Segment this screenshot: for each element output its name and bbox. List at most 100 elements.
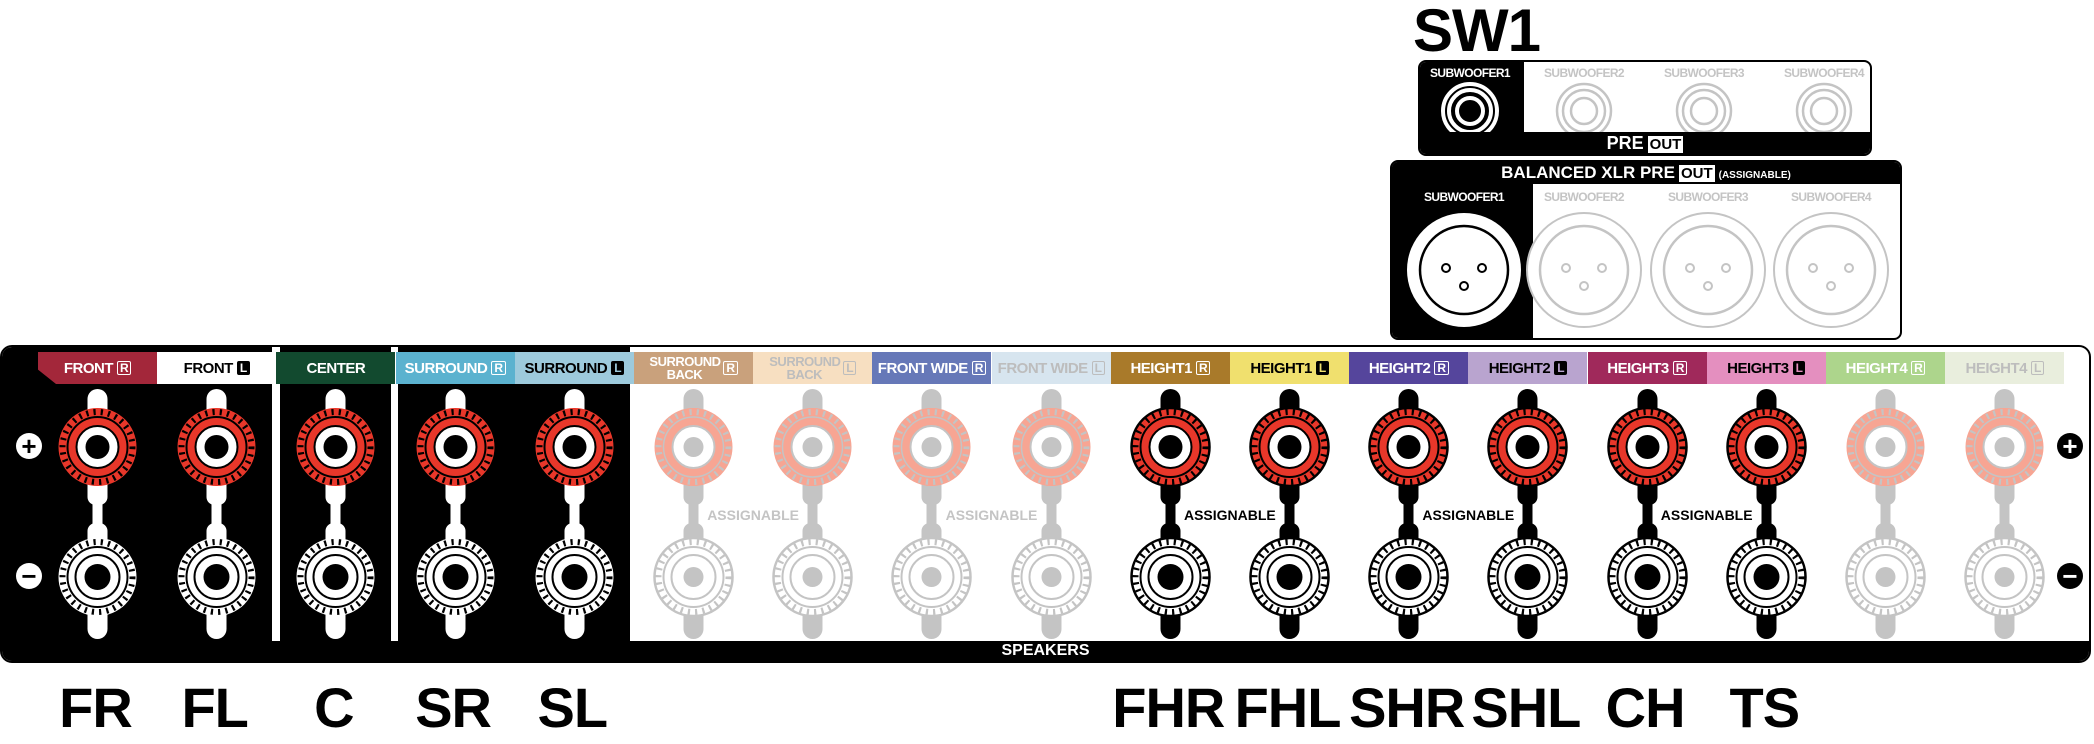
plus-terminal-icon[interactable]: [1012, 408, 1091, 486]
minus-terminal-icon[interactable]: [416, 538, 495, 616]
channel-header-height3-l: HEIGHT3 L: [1706, 352, 1826, 384]
channel-header-front-wide-r: FRONT WIDE R: [872, 352, 992, 384]
plus-terminal-icon[interactable]: [1726, 406, 1807, 488]
channel-header-front-wide-l: FRONT WIDE L: [991, 352, 1111, 384]
channel-header-height1-r: HEIGHT1 R: [1110, 352, 1230, 384]
plus-terminal-icon[interactable]: [1846, 408, 1925, 486]
side-badge: R: [1672, 361, 1687, 375]
jumper-link: [1284, 497, 1295, 531]
channel-abbreviation: FHR: [1112, 676, 1225, 739]
channel-name: FRONT: [183, 359, 234, 377]
jumper-link: [211, 497, 222, 531]
pre-out-bar: PRE OUT: [1420, 132, 1870, 154]
plus-terminal-icon[interactable]: [1368, 406, 1449, 488]
plus-terminal-icon[interactable]: [1130, 406, 1211, 488]
side-badge: R: [971, 361, 986, 375]
minus-terminal-icon[interactable]: [653, 536, 734, 618]
channel-header-surround-back-r: SURROUND BACK R: [634, 352, 753, 384]
channel-name: CENTER: [306, 359, 366, 377]
side-badge: R: [1911, 361, 1926, 375]
plus-terminal-icon[interactable]: [1965, 408, 2044, 486]
speaker-terminal-pair: [1249, 389, 1330, 639]
minus-terminal-icon[interactable]: [1010, 536, 1092, 618]
minus-terminal-icon[interactable]: [1964, 536, 2045, 618]
channel-header-height2-r: HEIGHT2 R: [1349, 352, 1469, 384]
jumper-link: [1999, 497, 2010, 531]
side-badge: L: [1315, 361, 1329, 375]
minus-terminal-icon[interactable]: [891, 536, 973, 618]
side-badge: R: [117, 361, 132, 375]
plus-terminal-icon[interactable]: [177, 408, 256, 486]
plus-terminal-icon[interactable]: [416, 408, 495, 486]
channel-header-surround-l: SURROUND L: [514, 352, 634, 384]
speaker-terminal-pair: [296, 389, 375, 639]
jumper-link: [92, 497, 103, 531]
plus-terminal-icon[interactable]: [1487, 406, 1569, 488]
channel-header-surround-r: SURROUND R: [395, 352, 515, 384]
xlr-jack-icon[interactable]: [1769, 208, 1893, 332]
pre-out-title: PRE: [1606, 133, 1644, 153]
side-badge: L: [1554, 361, 1568, 375]
plus-terminal-icon[interactable]: [654, 408, 733, 486]
channel-abbreviation: FR: [59, 676, 133, 739]
minus-terminal-icon[interactable]: [1726, 536, 1807, 618]
plus-terminal-icon[interactable]: [1249, 406, 1330, 488]
speaker-terminal-pair: [1010, 389, 1092, 639]
jumper-link: [569, 497, 580, 531]
side-badge: L: [611, 361, 625, 375]
minus-terminal-icon[interactable]: [58, 538, 137, 616]
side-badge: L: [1792, 361, 1806, 375]
minus-terminal-icon[interactable]: [772, 536, 853, 618]
speaker-terminal-pair: [1964, 389, 2045, 639]
minus-terminal-icon[interactable]: [1606, 536, 1688, 618]
channel-name: HEIGHT4: [1965, 359, 2028, 377]
minus-terminal-icon[interactable]: [1130, 536, 1211, 618]
plus-terminal-icon[interactable]: [58, 408, 137, 486]
channel-abbreviation: SL: [537, 676, 609, 739]
xlr-title-bar: BALANCED XLR PRE OUT (ASSIGNABLE): [1392, 162, 1900, 184]
channel-name: HEIGHT2: [1368, 359, 1431, 377]
speaker-terminal-pair: [58, 389, 137, 639]
side-badge: R: [1195, 361, 1211, 375]
assignable-label: ASSIGNABLE: [945, 507, 1038, 523]
speaker-terminal-panel: FRONT R FRONT L CENTER SURROUND R SURROUND L SURR…: [0, 345, 2091, 663]
channel-header-surround-back-l: SURROUND BACK L: [753, 352, 873, 384]
minus-terminal-icon[interactable]: [1368, 536, 1449, 618]
minus-terminal-icon[interactable]: [535, 538, 614, 616]
xlr-title: BALANCED XLR PRE: [1501, 163, 1675, 182]
channel-name: HEIGHT4: [1845, 359, 1908, 377]
speaker-terminal-pair: [1726, 389, 1807, 639]
xlr-jack-icon[interactable]: [1646, 208, 1770, 332]
minus-terminal-icon[interactable]: [296, 538, 375, 616]
assignable-label: ASSIGNABLE: [1660, 507, 1753, 523]
side-badge: R: [723, 361, 738, 375]
jumper-link: [450, 497, 461, 531]
minus-terminal-icon[interactable]: [1487, 536, 1569, 618]
channel-header-height3-r: HEIGHT3 R: [1587, 352, 1707, 384]
channel-name: SURROUND BACK: [649, 354, 721, 382]
minus-terminal-icon[interactable]: [1845, 536, 1926, 618]
side-badge: L: [2031, 361, 2044, 375]
speaker-terminal-pair: [416, 389, 495, 639]
assignable-note: (ASSIGNABLE): [1718, 170, 1791, 181]
xlr-jack-icon[interactable]: [1522, 208, 1646, 332]
jumper-link: [688, 497, 699, 531]
plus-terminal-icon[interactable]: [296, 408, 375, 486]
plus-terminal-icon[interactable]: [892, 408, 971, 486]
xlr-jack-icon[interactable]: [1402, 208, 1526, 332]
speaker-terminal-pair: [891, 389, 973, 639]
speaker-terminal-pair: [1368, 389, 1449, 639]
plus-terminal-icon[interactable]: [535, 408, 614, 486]
assignable-label: ASSIGNABLE: [707, 507, 799, 523]
speaker-terminal-pair: [1487, 389, 1569, 639]
plus-terminal-icon[interactable]: [773, 408, 852, 486]
out-badge: OUT: [1647, 136, 1684, 153]
channel-abbreviation: CH: [1605, 676, 1686, 739]
channel-header-height4-r: HEIGHT4 R: [1826, 352, 1945, 384]
minus-terminal-icon[interactable]: [177, 538, 256, 616]
xlr-subwoofer-label: SUBWOOFER3: [1667, 190, 1749, 204]
minus-terminal-icon[interactable]: [1249, 536, 1330, 618]
plus-terminal-icon[interactable]: [1606, 406, 1688, 488]
channel-header-height1-l: HEIGHT1 L: [1230, 352, 1349, 384]
channel-abbreviation: FL: [181, 676, 248, 739]
